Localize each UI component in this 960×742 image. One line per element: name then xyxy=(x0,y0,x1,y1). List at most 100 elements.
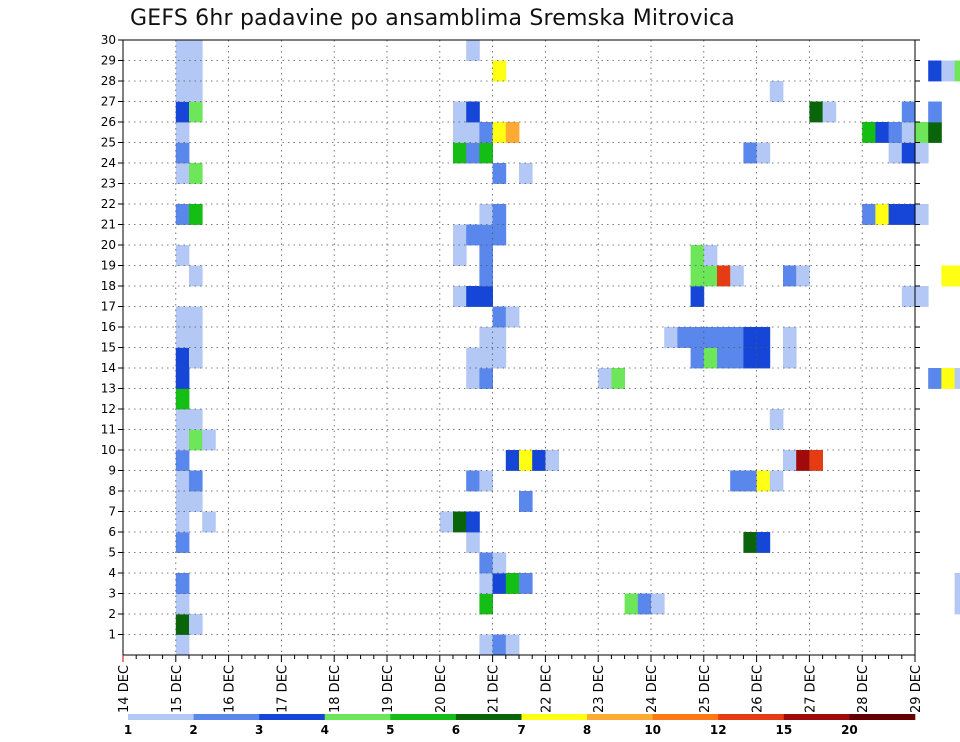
y-tick-label: 3 xyxy=(108,587,116,601)
heatmap-cell xyxy=(453,224,467,246)
y-tick-label: 22 xyxy=(101,197,116,211)
heatmap-cell xyxy=(492,163,507,184)
heatmap-cell xyxy=(189,40,203,61)
heatmap-cell xyxy=(519,450,533,471)
heatmap-cell xyxy=(439,511,454,533)
legend-label: 20 xyxy=(841,723,858,737)
heatmap-cell xyxy=(479,286,493,307)
heatmap-cell xyxy=(875,122,889,143)
legend-swatch xyxy=(324,714,391,720)
heatmap-cell xyxy=(756,327,771,348)
x-tick-label: 27 DEC xyxy=(803,665,818,713)
heatmap-cell xyxy=(453,122,467,143)
heatmap-cell xyxy=(175,470,190,492)
heatmap-cell xyxy=(189,306,203,328)
heatmap-cell xyxy=(175,306,190,328)
legend-label: 15 xyxy=(775,723,792,737)
heatmap-cell xyxy=(492,60,507,82)
heatmap-cell xyxy=(941,368,955,389)
y-tick-label: 13 xyxy=(101,382,116,396)
heatmap-cell xyxy=(796,265,810,287)
grid-lines xyxy=(123,40,915,655)
heatmap-cell xyxy=(479,224,493,246)
heatmap-cell xyxy=(466,470,480,492)
heatmap-cell xyxy=(743,327,757,348)
legend-swatch xyxy=(521,714,588,720)
heatmap-cell xyxy=(928,101,942,123)
y-tick-label: 8 xyxy=(108,484,116,498)
heatmap-cell xyxy=(175,101,190,123)
heatmap-cell xyxy=(492,122,507,143)
heatmap-cell xyxy=(915,142,929,164)
heatmap-cell xyxy=(175,40,190,61)
heatmap-cell xyxy=(175,450,190,471)
heatmap-cell xyxy=(479,634,493,656)
legend-swatch xyxy=(128,714,194,720)
heatmap-cell xyxy=(175,204,190,225)
x-tick-label: 20 DEC xyxy=(434,665,449,713)
heatmap-cell xyxy=(783,450,797,471)
heatmap-cell xyxy=(492,224,507,246)
heatmap-cell xyxy=(175,388,190,410)
heatmap-cell xyxy=(637,593,652,615)
heatmap-cell xyxy=(189,429,203,451)
heatmap-cell xyxy=(796,450,810,471)
heatmap-cell xyxy=(189,409,203,430)
y-tick-label: 18 xyxy=(101,279,116,293)
heatmap-cell xyxy=(954,60,960,82)
heatmap-cell xyxy=(783,327,797,348)
legend-label: 8 xyxy=(583,723,591,737)
heatmap-cell xyxy=(809,450,823,471)
heatmap-cell xyxy=(505,634,520,656)
heatmap-cell xyxy=(941,265,955,287)
y-tick-label: 1 xyxy=(108,628,116,642)
heatmap-cell xyxy=(466,40,480,61)
x-tick-label: 17 DEC xyxy=(275,665,290,713)
heatmap-cell xyxy=(690,245,705,266)
legend-label: 7 xyxy=(517,723,525,737)
legend-swatch xyxy=(193,714,260,720)
heatmap-cell xyxy=(466,142,480,164)
heatmap-cell xyxy=(954,573,960,594)
heatmap-cell xyxy=(175,429,190,451)
y-tick-label: 17 xyxy=(101,300,116,314)
heatmap-cell xyxy=(479,245,493,266)
legend-label: 3 xyxy=(255,723,263,737)
heatmap-cell xyxy=(479,552,493,574)
heatmap-cell xyxy=(175,532,190,553)
y-tick-label: 5 xyxy=(108,546,116,560)
heatmap-cell xyxy=(453,142,467,164)
heatmap-cell xyxy=(717,347,731,369)
x-tick-label: 25 DEC xyxy=(698,665,713,713)
heatmap-cell xyxy=(175,81,190,102)
legend-swatch xyxy=(455,714,522,720)
heatmap-cell xyxy=(928,60,942,82)
heatmap-cell xyxy=(915,122,929,143)
heatmap-cell xyxy=(954,265,960,287)
heatmap-cell xyxy=(175,573,190,594)
heatmap-cell xyxy=(453,245,467,266)
x-tick-label: 24 DEC xyxy=(645,665,660,713)
legend-swatch xyxy=(783,714,850,720)
x-tick-label: 21 DEC xyxy=(487,665,502,713)
heatmap-cell xyxy=(730,327,744,348)
heatmap-cell xyxy=(756,142,771,164)
x-tick-label: 18 DEC xyxy=(328,665,343,713)
heatmap-cell xyxy=(717,265,731,287)
x-tick-label: 15 DEC xyxy=(170,665,185,713)
heatmap-cell xyxy=(175,491,190,512)
heatmap-cell xyxy=(479,593,493,615)
heatmap-cell xyxy=(690,327,705,348)
heatmap-cell xyxy=(690,286,705,307)
y-tick-label: 19 xyxy=(101,259,116,273)
heatmap-cell xyxy=(175,327,190,348)
heatmap-cell xyxy=(901,204,916,225)
heatmap-cell xyxy=(189,470,203,492)
heatmap-cell xyxy=(505,306,520,328)
heatmap-cell xyxy=(189,204,203,225)
heatmap-cell xyxy=(189,327,203,348)
heatmap-cell xyxy=(175,122,190,143)
legend-swatch xyxy=(849,714,916,720)
x-tick-label: 16 DEC xyxy=(223,665,238,713)
